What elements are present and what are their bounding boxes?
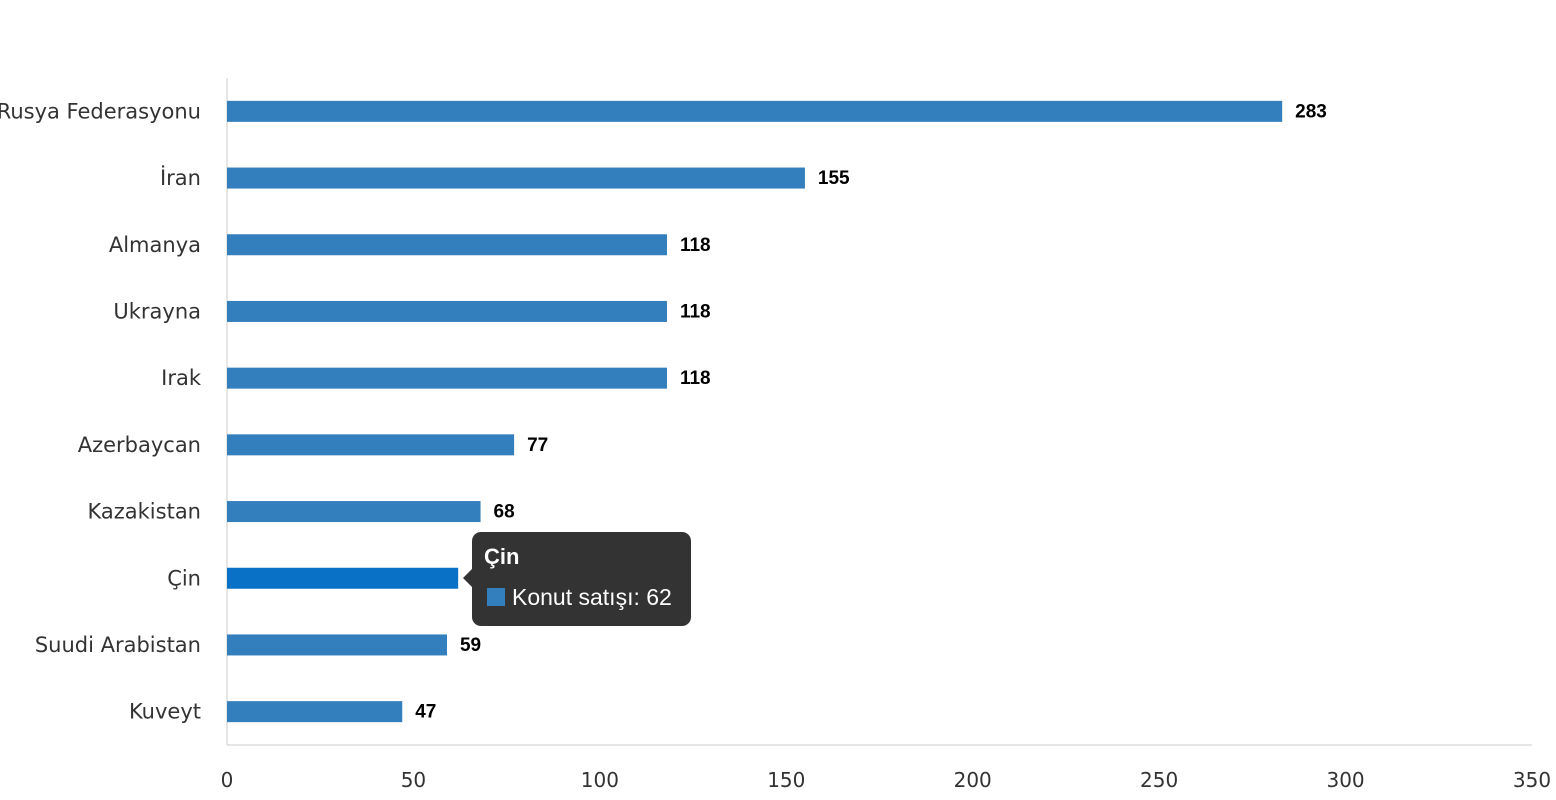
data-label: 118 — [680, 301, 711, 322]
data-label: 118 — [680, 368, 711, 389]
tooltip-row: Konut satışı: 62 — [484, 584, 679, 610]
data-label: 118 — [680, 235, 711, 256]
data-label: 68 — [494, 502, 515, 523]
bar — [227, 701, 403, 723]
bar — [227, 234, 667, 256]
x-tick-label: 50 — [401, 768, 426, 792]
bar — [227, 367, 667, 389]
tooltip-title: Çin — [484, 544, 520, 569]
x-tick-label: 250 — [1140, 768, 1178, 792]
category-label: Almanya — [109, 233, 201, 257]
data-label: 283 — [1295, 101, 1327, 122]
x-tick-label: 150 — [767, 768, 805, 792]
bar — [227, 100, 1283, 122]
tooltip-value: Konut satışı: 62 — [512, 584, 672, 610]
category-label: İran — [160, 165, 201, 190]
category-label: Çin — [167, 566, 201, 590]
chart-tooltip: Çin Konut satışı: 62 — [463, 532, 691, 626]
category-label: Kazakistan — [87, 500, 201, 524]
bar — [227, 167, 805, 189]
category-label: Ukrayna — [113, 299, 201, 323]
x-tick-label: 350 — [1513, 768, 1551, 792]
category-label: Kuveyt — [129, 700, 201, 724]
bar — [227, 300, 667, 322]
category-label: Azerbaycan — [78, 433, 201, 457]
bar — [227, 501, 481, 523]
data-label: 59 — [460, 635, 481, 656]
bar — [227, 634, 447, 656]
x-tick-label: 200 — [954, 768, 992, 792]
x-tick-label: 0 — [221, 768, 234, 792]
tooltip-arrow — [463, 569, 472, 587]
data-label: 47 — [415, 702, 436, 723]
data-label: 77 — [527, 435, 548, 456]
category-label: Suudi Arabistan — [35, 633, 201, 657]
x-tick-label: 300 — [1326, 768, 1364, 792]
bar — [227, 567, 459, 589]
bar — [227, 434, 515, 456]
data-label: 155 — [818, 168, 850, 189]
x-tick-label: 100 — [581, 768, 619, 792]
category-label: Rusya Federasyonu — [0, 99, 201, 123]
category-label: Irak — [161, 366, 202, 390]
tooltip-series-swatch — [487, 588, 505, 606]
